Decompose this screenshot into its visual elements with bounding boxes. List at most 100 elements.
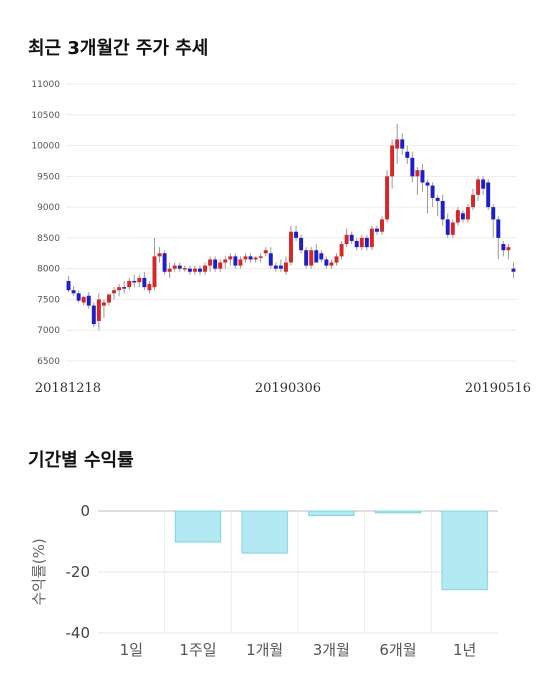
candle-body [496,219,501,238]
chart-title-price-trend: 최근 3개월간 주가 추세 [28,38,209,59]
returns-y-tick-label: -20 [66,563,91,581]
candle-body [162,253,167,272]
candle-body [364,237,369,248]
candle-body [380,219,384,232]
price-x-tick-label: 20190306 [255,381,321,396]
candle-body [334,256,339,263]
candle-body [471,194,475,208]
candle-body [66,280,71,291]
candle-body [294,231,299,238]
candle-body [405,151,410,158]
candle-body [91,305,96,325]
candle-body [511,268,516,272]
candle-body [172,265,177,269]
candle-body [354,240,359,248]
price-y-tick-label: 7000 [37,326,60,336]
candle-body [203,265,208,272]
candle-body [460,213,465,220]
candle-body [208,259,213,266]
candle-body [400,139,405,149]
candle-body [101,302,106,306]
price-y-tick-label: 10500 [31,111,60,121]
returns-x-tick-label: 6개월 [379,641,416,659]
candle-body [278,265,283,269]
returns-x-tick-label: 1일 [120,641,143,659]
candle-body [117,287,122,291]
candle-body [167,268,172,272]
candle-body [395,139,400,149]
price-y-tick-label: 10000 [31,142,60,152]
candle-body [71,290,76,294]
candle-body [476,179,481,195]
candle-body [440,200,445,220]
candle-body [309,250,314,266]
return-bar [441,510,488,591]
candle-body [263,250,268,254]
returns-x-tick-label: 1년 [453,641,476,659]
candle-body [81,296,86,303]
candle-body [268,253,273,266]
chart-title-period-returns: 기간별 수익률 [28,450,134,471]
candle-body [339,244,344,257]
returns-chart: 0 -20 -40 1일 1주일 1개월 3개월 6개월 1년 수익률(%) [30,502,498,659]
candle-body [344,234,349,245]
return-bar [308,510,355,517]
candle-body [283,262,288,272]
candle-body [455,210,460,223]
candle-body [177,265,182,269]
candle-body [491,207,496,220]
candle-body [359,237,364,248]
candle-body [96,299,101,321]
candle-body [369,228,374,248]
price-y-tick-label: 9000 [37,203,60,213]
candle-body [238,259,243,266]
candle-body [506,247,511,251]
candle-body [147,284,152,291]
candle-body [273,265,278,269]
return-bar [241,510,288,554]
candle-body [142,277,147,288]
price-x-tick-label: 20190516 [465,381,531,396]
candle-body [223,259,228,263]
candle-body [213,259,218,269]
candle-body [374,228,379,232]
candle-body [390,145,395,177]
candle-body [127,280,132,288]
candle-body [319,253,324,260]
candle-body [76,293,81,301]
candle-body [435,197,440,201]
price-y-tick-label: 11000 [31,80,60,90]
price-y-tick-label: 8500 [37,234,60,244]
candle-body [410,157,415,177]
candle-body [289,231,293,263]
returns-y-tick-label: -40 [66,624,91,642]
candle-body [198,268,202,272]
price-y-tick-label: 9500 [37,172,60,182]
candle-body [349,234,354,241]
price-x-tick-label: 20181218 [35,381,101,396]
candle-body [420,170,425,183]
candle-body [152,256,157,288]
returns-x-tick-label: 1개월 [246,641,283,659]
returns-x-tick-label: 3개월 [313,641,350,659]
candle-body [445,219,450,235]
candle-body [253,257,258,260]
candle-body [486,182,491,208]
candle-body [187,268,192,272]
returns-y-tick-label: 0 [80,502,90,520]
candle-body [218,262,223,269]
candle-body [157,253,162,257]
candle-body [430,185,435,198]
candle-body [415,170,420,177]
candle-body [248,256,253,260]
price-chart: 11000 10500 10000 9500 9000 8500 8000 7500 7000 6… [31,80,531,396]
candle-body [258,256,263,258]
candle-body [299,237,304,251]
price-y-tick-label: 7500 [37,295,60,305]
candle-body [228,256,233,260]
price-y-tick-label: 8000 [37,265,60,275]
candle-body [182,268,187,270]
price-y-tick-label: 6500 [37,357,60,367]
return-bar [374,510,422,514]
